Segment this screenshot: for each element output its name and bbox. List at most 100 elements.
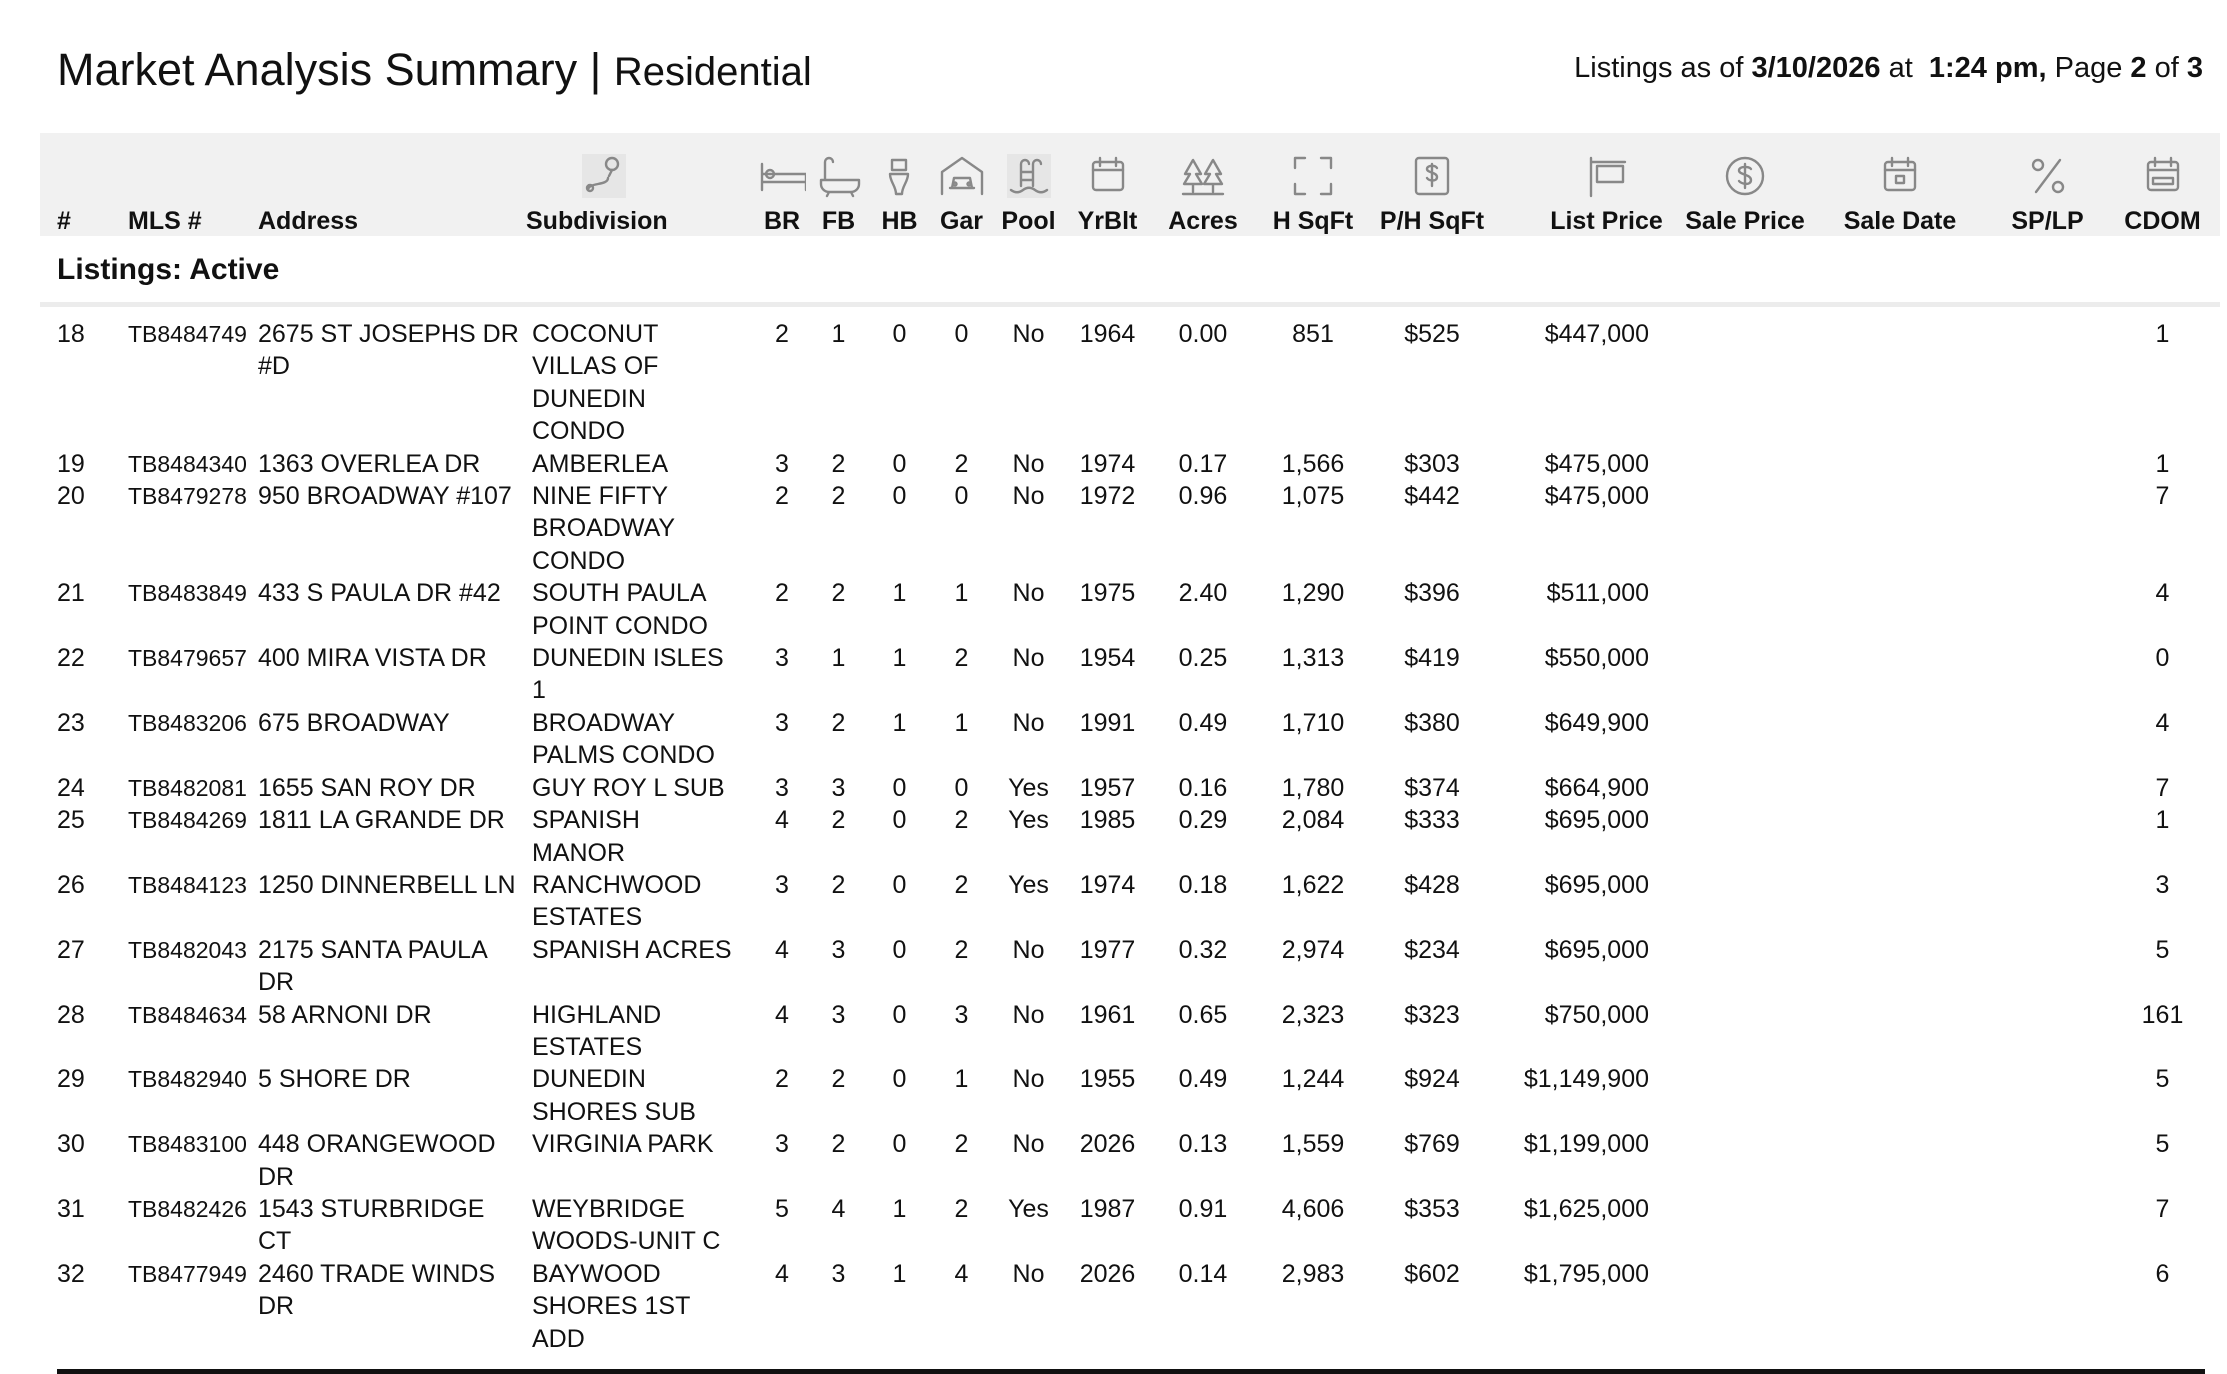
cell: $695,000 [1544, 806, 1649, 835]
cell: 2 [831, 870, 846, 899]
listing-table: # MLS # Address Subdivision BR FB HB Gar Pool YrB… [40, 133, 2220, 1355]
cell: 3 [775, 644, 789, 673]
cell: 1,244 [1281, 1065, 1345, 1094]
cell: 1957 [1079, 773, 1136, 802]
cell: 2 [954, 1194, 969, 1223]
cell: 0 [892, 870, 907, 899]
cell [1810, 772, 1990, 804]
cell: 0 [892, 935, 907, 964]
cell: $649,900 [1544, 708, 1649, 737]
cell: 0 [892, 320, 907, 348]
cell: 2 [954, 1130, 969, 1159]
cell [1810, 707, 1990, 772]
cell: 161 [2141, 1000, 2184, 1029]
cell: 2 [775, 1065, 789, 1094]
cell: TB8477949 [128, 1260, 247, 1287]
separator: | [589, 44, 602, 95]
cell: 7 [2155, 1194, 2170, 1223]
cell: 1974 [1079, 870, 1136, 899]
cell: 400 MIRA VISTA DR [258, 644, 487, 673]
cell: 1,622 [1281, 870, 1345, 899]
column-icon [1414, 156, 1450, 196]
cell: 2 [954, 870, 969, 899]
cell: 5 [2155, 935, 2170, 964]
cell [1990, 577, 2105, 642]
cell [1990, 1193, 2105, 1258]
cell: 2675 ST JOSEPHS DR #D [258, 320, 519, 381]
cell: 1964 [1079, 320, 1136, 348]
cell: 0.13 [1178, 1130, 1228, 1159]
cell: 3 [775, 773, 789, 802]
header-row: # MLS # Address Subdivision BR FB HB Gar Pool YrB… [40, 133, 2220, 238]
cell: No [1012, 320, 1045, 348]
cell: TB8482426 [128, 1195, 247, 1222]
cell: 0 [892, 482, 907, 511]
column-header: # [40, 133, 120, 238]
column-label: Acres [1168, 207, 1238, 235]
cell: No [1012, 644, 1045, 673]
cell: $475,000 [1544, 482, 1649, 511]
cell: 29 [57, 1065, 85, 1094]
cell: $380 [1404, 708, 1460, 737]
cell: 1 [954, 708, 969, 737]
listing-row: 19 TB8484340 1363 OVERLEA DR AMBERLEA 3 2 0 2 No… [40, 448, 2220, 480]
report-title: Market Analysis Summary | Residential [57, 44, 812, 96]
column-icon [1293, 156, 1333, 196]
cell: 1 [892, 644, 907, 673]
column-icon [888, 158, 909, 196]
column-label: Pool [1001, 207, 1056, 235]
column-icon [1589, 156, 1626, 198]
cell: Yes [1008, 806, 1049, 835]
cell: 27 [57, 935, 85, 964]
cell: 2 [954, 935, 969, 964]
column-icon [1883, 156, 1917, 192]
column-header: Pool [993, 133, 1064, 238]
cell: 4 [775, 1000, 789, 1029]
cell: 4 [2155, 708, 2170, 737]
cell: 1 [954, 1065, 969, 1094]
cell: $396 [1404, 579, 1460, 608]
cell: $1,795,000 [1523, 1259, 1649, 1288]
column-header: P/H SqFt [1371, 133, 1493, 238]
cell [1810, 1258, 1990, 1355]
cell: $1,149,900 [1523, 1065, 1649, 1094]
cell: 0.29 [1178, 806, 1228, 835]
column-label: Sale Date [1843, 207, 1957, 235]
column-header: YrBlt [1064, 133, 1151, 238]
column-label: List Price [1550, 207, 1663, 235]
cell [1810, 1128, 1990, 1193]
cell: TB8484634 [128, 1001, 247, 1028]
listing-row: 28 TB8484634 58 ARNONI DR HIGHLAND ESTATES 4… [40, 999, 2220, 1064]
cell: 19 [57, 449, 85, 478]
cell: No [1012, 1065, 1045, 1094]
cell: $1,199,000 [1523, 1130, 1649, 1159]
cell [1810, 869, 1990, 934]
cell [1990, 707, 2105, 772]
cell: 1 [2155, 320, 2170, 348]
cell [1680, 1258, 1810, 1355]
cell: 1,290 [1281, 579, 1345, 608]
cell: 1955 [1079, 1065, 1136, 1094]
cell: BROADWAY PALMS CONDO [532, 708, 715, 770]
cell: 1655 SAN ROY DR [258, 773, 476, 802]
cell: 1,566 [1281, 449, 1345, 478]
cell: $550,000 [1544, 644, 1649, 673]
cell: 0.49 [1178, 1065, 1228, 1094]
cell: TB8479657 [128, 645, 247, 672]
cell: 0 [892, 773, 907, 802]
column-label: P/H SqFt [1379, 207, 1485, 235]
cell: 2,323 [1281, 1000, 1345, 1029]
cell: TB8484340 [128, 450, 247, 477]
cell: 24 [57, 773, 85, 802]
cell [1810, 480, 1990, 577]
cell: SOUTH PAULA POINT CONDO [532, 579, 708, 640]
cell: 0.65 [1178, 1000, 1228, 1029]
cell [1680, 934, 1810, 999]
column-label: H SqFt [1272, 207, 1354, 235]
section-label: Listings: Active [40, 238, 2220, 307]
cell: 58 ARNONI DR [258, 1000, 432, 1029]
cell [1810, 642, 1990, 707]
cell: TB8479278 [128, 483, 247, 510]
cell: 18 [57, 320, 85, 348]
cell: 32 [57, 1259, 85, 1288]
